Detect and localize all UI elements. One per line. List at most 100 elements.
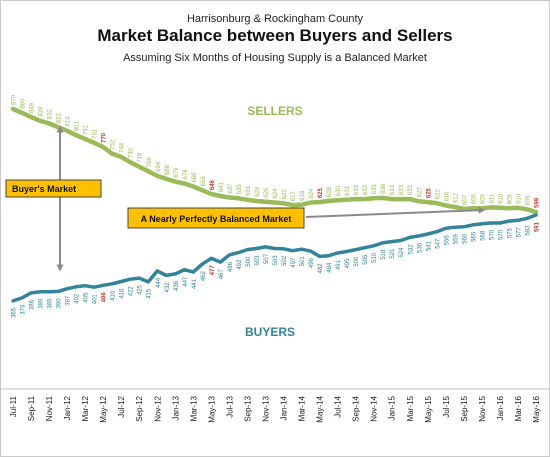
- x-tick-label: Sep-15: [460, 395, 469, 421]
- data-label-buyers: 568: [480, 230, 486, 241]
- x-tick-label: Jul-14: [334, 395, 343, 417]
- data-label-sellers: 625: [426, 187, 432, 198]
- data-label-buyers: 447: [183, 276, 189, 287]
- data-label-buyers: 486: [228, 261, 234, 272]
- data-label-sellers: 610: [498, 193, 504, 204]
- data-label-sellers: 633: [408, 184, 414, 195]
- x-tick-label: Nov-12: [153, 395, 162, 421]
- data-label-buyers: 591: [535, 221, 541, 232]
- x-tick-label: Jul-15: [442, 395, 451, 417]
- data-label-sellers: 609: [480, 194, 486, 205]
- annotation-text-balanced-market: A Nearly Perfectly Balanced Market: [141, 214, 292, 224]
- data-label-buyers: 432: [165, 282, 171, 293]
- series-lines: [10, 106, 539, 303]
- data-label-buyers: 389: [48, 298, 54, 309]
- data-label-sellers: 694: [156, 161, 162, 172]
- data-label-sellers: 617: [291, 190, 297, 201]
- x-tick-label: Sep-12: [135, 395, 144, 421]
- x-tick-label: Nov-15: [478, 395, 487, 421]
- data-label-buyers: 570: [489, 229, 495, 240]
- data-label-sellers: 770: [102, 132, 108, 143]
- data-label-sellers: 791: [84, 124, 90, 135]
- data-label-buyers: 482: [318, 263, 324, 274]
- x-tick-label: Sep-14: [352, 395, 361, 421]
- data-label-buyers: 500: [354, 256, 360, 267]
- annotation-box-balanced-market: [127, 207, 305, 229]
- data-label-buyers: 444: [156, 277, 162, 288]
- data-label-sellers: 626: [264, 187, 270, 198]
- data-label-buyers: 467: [219, 268, 225, 279]
- x-tick-label: Mar-12: [81, 395, 90, 421]
- data-label-sellers: 641: [219, 181, 225, 192]
- data-label-buyers: 425: [138, 284, 144, 295]
- series-line-buyers: [11, 213, 538, 303]
- data-label-sellers: 870: [12, 94, 18, 105]
- data-label-sellers: 631: [345, 185, 351, 196]
- x-tick-label: Mar-13: [189, 395, 198, 421]
- x-tick-label: Jul-11: [9, 395, 18, 417]
- data-label-buyers: 402: [75, 293, 81, 304]
- data-label-buyers: 436: [174, 280, 180, 291]
- data-label-buyers: 373: [21, 304, 27, 315]
- data-label-sellers: 752: [111, 139, 117, 150]
- data-label-sellers: 609: [471, 194, 477, 205]
- data-label-sellers: 801: [75, 121, 81, 132]
- data-label-buyers: 500: [246, 256, 252, 267]
- data-label-buyers: 521: [390, 248, 396, 259]
- data-label-buyers: 386: [30, 299, 36, 310]
- data-label-buyers: 532: [408, 244, 414, 255]
- data-label-buyers: 441: [192, 278, 198, 289]
- data-label-sellers: 599: [535, 197, 541, 208]
- series-name-sellers: SELLERS: [247, 104, 302, 118]
- data-label-buyers: 477: [210, 265, 216, 276]
- x-axis: Jul-11 Sep-11 Nov-11 Jan-12 Mar-12 May-12 Jul-…: [0, 388, 550, 423]
- data-label-sellers: 656: [201, 176, 207, 187]
- data-label-sellers: 730: [129, 148, 135, 159]
- data-label-sellers: 781: [93, 128, 99, 139]
- series-names: SELLERS BUYERS: [245, 104, 303, 339]
- x-tick-label: Jul-13: [225, 395, 234, 417]
- data-label-buyers: 560: [462, 233, 468, 244]
- data-label-sellers: 616: [444, 191, 450, 202]
- data-label-sellers: 636: [381, 183, 387, 194]
- data-label-sellers: 612: [453, 192, 459, 203]
- data-label-sellers: 622: [282, 189, 288, 200]
- data-label-buyers: 497: [291, 257, 297, 268]
- data-label-buyers: 401: [93, 294, 99, 305]
- data-label-buyers: 389: [39, 298, 45, 309]
- data-label-buyers: 415: [147, 288, 153, 299]
- data-label-buyers: 405: [84, 292, 90, 303]
- x-tick-label: May-12: [99, 395, 108, 422]
- data-label-sellers: 674: [183, 169, 189, 180]
- data-label-buyers: 495: [345, 258, 351, 269]
- data-label-sellers: 611: [489, 193, 495, 203]
- data-label-sellers: 633: [399, 184, 405, 195]
- data-label-sellers: 606: [525, 195, 531, 206]
- data-label-buyers: 406: [102, 292, 108, 303]
- data-label-sellers: 646: [210, 179, 216, 190]
- x-tick-label: Mar-15: [406, 395, 415, 421]
- x-tick-label: Nov-14: [370, 395, 379, 421]
- data-label-sellers: 686: [165, 164, 171, 175]
- x-tick-label: Sep-13: [243, 395, 252, 421]
- data-label-sellers: 637: [228, 183, 234, 194]
- data-label-sellers: 628: [255, 186, 261, 197]
- data-label-sellers: 631: [246, 185, 252, 196]
- data-label-buyers: 582: [525, 225, 531, 236]
- x-tick-label: May-13: [207, 395, 216, 422]
- data-label-buyers: 556: [444, 235, 450, 246]
- data-label-sellers: 832: [48, 109, 54, 120]
- data-label-buyers: 397: [66, 295, 72, 306]
- data-label-buyers: 501: [300, 256, 306, 267]
- data-label-buyers: 541: [426, 240, 432, 251]
- data-label-sellers: 622: [435, 189, 441, 200]
- data-label-sellers: 635: [372, 184, 378, 195]
- data-label-buyers: 518: [381, 249, 387, 260]
- data-label-buyers: 462: [201, 270, 207, 281]
- data-label-buyers: 524: [399, 247, 405, 258]
- data-label-sellers: 706: [147, 157, 153, 168]
- data-label-sellers: 633: [390, 184, 396, 195]
- data-label-buyers: 492: [237, 259, 243, 270]
